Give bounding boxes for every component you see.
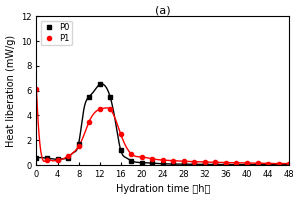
Legend: P0, P1: P0, P1	[40, 21, 72, 45]
P0	[245, 163, 249, 166]
P0	[119, 149, 122, 151]
P1	[151, 158, 154, 160]
P0	[108, 96, 112, 98]
P1	[66, 155, 70, 158]
P1	[235, 162, 238, 164]
P0	[98, 83, 101, 86]
P0	[140, 161, 143, 164]
P0	[56, 158, 59, 161]
P1	[108, 108, 112, 110]
P1	[56, 159, 59, 161]
P1	[287, 162, 291, 165]
P1	[161, 159, 165, 161]
P0	[172, 163, 175, 165]
P0	[193, 163, 196, 165]
P0	[256, 163, 259, 166]
P1	[182, 160, 186, 163]
P0	[182, 163, 186, 165]
P0	[277, 164, 281, 166]
P0	[161, 163, 165, 165]
P1	[87, 120, 91, 123]
Y-axis label: Heat liberation (mW/g): Heat liberation (mW/g)	[6, 35, 16, 147]
P0	[35, 157, 38, 159]
P0	[203, 163, 207, 166]
P1	[203, 161, 207, 163]
P1	[266, 162, 270, 165]
P1	[35, 88, 38, 91]
P0	[266, 163, 270, 166]
P0	[77, 143, 80, 145]
Title: (a): (a)	[155, 6, 171, 16]
P1	[193, 160, 196, 163]
P1	[45, 159, 49, 161]
X-axis label: Hydration time （h）: Hydration time （h）	[116, 184, 210, 194]
Line: P0: P0	[34, 82, 291, 167]
P1	[172, 159, 175, 162]
P1	[245, 162, 249, 164]
P1	[214, 161, 217, 164]
P1	[77, 145, 80, 148]
P0	[214, 163, 217, 166]
P1	[256, 162, 259, 164]
P0	[87, 96, 91, 98]
P0	[129, 159, 133, 162]
P0	[224, 163, 228, 166]
P1	[224, 161, 228, 164]
P1	[129, 153, 133, 155]
P1	[277, 162, 281, 165]
Line: P1: P1	[34, 87, 291, 166]
P1	[119, 133, 122, 135]
P1	[140, 156, 143, 158]
P0	[287, 164, 291, 166]
P1	[98, 108, 101, 110]
P0	[66, 156, 70, 159]
P0	[45, 157, 49, 159]
P0	[235, 163, 238, 166]
P0	[151, 162, 154, 164]
